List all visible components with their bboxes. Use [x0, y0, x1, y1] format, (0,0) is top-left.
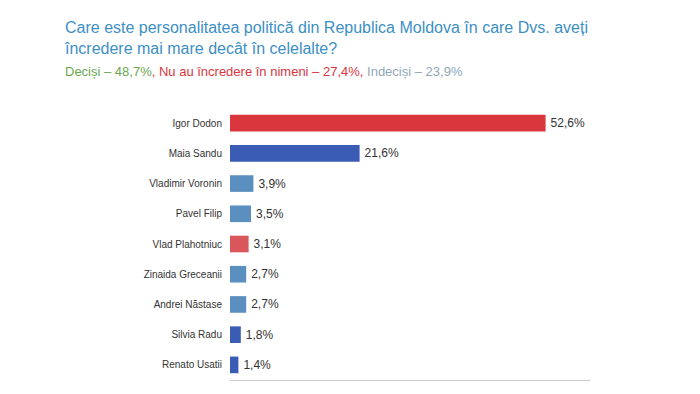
svg-text:21,6%: 21,6% — [365, 146, 399, 160]
svg-text:Vladimir Voronin: Vladimir Voronin — [149, 178, 222, 189]
svg-text:Igor Dodon: Igor Dodon — [173, 118, 222, 129]
svg-text:Nu au încredere în nimeni – 27: Nu au încredere în nimeni – 27,4% — [159, 64, 360, 79]
svg-text:Andrei Năstase: Andrei Năstase — [154, 299, 223, 310]
svg-text:2,7%: 2,7% — [251, 297, 279, 311]
svg-text:1,4%: 1,4% — [243, 358, 271, 372]
svg-text:3,5%: 3,5% — [256, 207, 284, 221]
svg-text:Pavel Filip: Pavel Filip — [176, 208, 223, 219]
svg-text:încredere mai mare decât în ce: încredere mai mare decât în celelalte? — [64, 40, 337, 57]
svg-text:3,9%: 3,9% — [258, 177, 286, 191]
svg-text:Zinaida Greceanii: Zinaida Greceanii — [144, 269, 222, 280]
svg-text:3,1%: 3,1% — [254, 237, 282, 251]
svg-text:Silvia Radu: Silvia Radu — [171, 329, 222, 340]
svg-text:52,6%: 52,6% — [551, 116, 585, 130]
svg-text:Deciși – 48,7%: Deciși – 48,7% — [65, 64, 152, 79]
svg-text:1,8%: 1,8% — [246, 328, 274, 342]
svg-text:Care este personalitatea polit: Care este personalitatea politică din Re… — [65, 19, 592, 36]
svg-text:2,7%: 2,7% — [251, 267, 279, 281]
svg-text:Vlad Plahotniuc: Vlad Plahotniuc — [153, 239, 223, 250]
svg-text:Indeciși – 23,9%: Indeciși – 23,9% — [367, 64, 463, 79]
svg-text:Renato Usatii: Renato Usatii — [162, 359, 222, 370]
svg-text:,: , — [152, 64, 159, 79]
svg-text:,: , — [360, 64, 367, 79]
svg-text:Maia Sandu: Maia Sandu — [169, 148, 222, 159]
